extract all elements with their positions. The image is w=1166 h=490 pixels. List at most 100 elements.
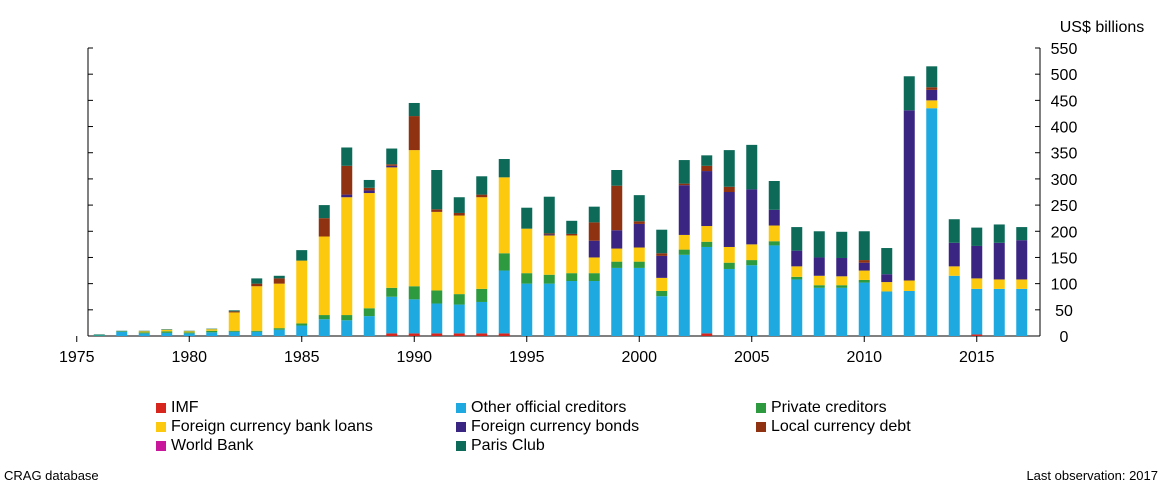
bar-private-creditors-1979	[161, 331, 173, 333]
bar-foreign-currency-bonds-1999	[611, 230, 623, 249]
bar-paris-club-2002	[678, 160, 690, 184]
bar-other-official-creditors-1991	[431, 303, 443, 334]
bar-foreign-currency-bank-loans-2012	[903, 280, 915, 291]
bar-other-official-creditors-1980	[183, 333, 195, 336]
bar-foreign-currency-bank-loans-1993	[476, 197, 488, 289]
bar-paris-club-1982	[228, 310, 240, 312]
bar-other-official-creditors-2009	[836, 287, 848, 336]
bar-paris-club-1989	[386, 148, 398, 165]
bar-paris-club-1983	[251, 278, 263, 284]
bar-private-creditors-1983	[251, 330, 263, 332]
y-tick-label: 350	[1051, 146, 1078, 163]
bar-other-official-creditors-1994	[498, 270, 510, 334]
bar-private-creditors-1986	[318, 315, 330, 320]
bar-other-official-creditors-2011	[881, 291, 893, 336]
bar-other-official-creditors-2000	[633, 267, 645, 336]
legend-label: Local currency debt	[771, 418, 911, 435]
y-tick-label: 450	[1051, 93, 1078, 110]
bar-paris-club-2009	[836, 231, 848, 258]
legend: IMF Other official creditors Private credi…	[156, 399, 956, 455]
legend-swatch	[756, 403, 766, 413]
bar-foreign-currency-bank-loans-1980	[183, 331, 195, 333]
bar-private-creditors-1985	[296, 323, 308, 326]
bar-private-creditors-1997	[566, 273, 578, 282]
bar-local-currency-debt-2000	[633, 221, 645, 224]
bar-local-currency-debt-1984	[273, 278, 285, 284]
bar-local-currency-debt-1996	[543, 233, 555, 235]
bar-foreign-currency-bonds-2011	[881, 274, 893, 283]
bars	[93, 66, 1028, 336]
legend-item-private-creditors: Private creditors	[756, 399, 956, 417]
bar-private-creditors-1990	[408, 286, 420, 300]
bar-private-creditors-2008	[813, 285, 825, 288]
bar-private-creditors-1976	[93, 334, 105, 336]
bar-local-currency-debt-1997	[566, 233, 578, 236]
bar-foreign-currency-bank-loans-1987	[341, 197, 353, 316]
legend-swatch	[756, 422, 766, 432]
bar-foreign-currency-bank-loans-1984	[273, 283, 285, 329]
bar-paris-club-1997	[566, 220, 578, 234]
x-tick-label: 2005	[734, 349, 770, 366]
bar-paris-club-2004	[723, 150, 735, 187]
bar-foreign-currency-bank-loans-1988	[363, 193, 375, 309]
bar-other-official-creditors-2012	[903, 290, 915, 336]
y-tick-label: 0	[1060, 329, 1069, 346]
bar-paris-club-2010	[858, 231, 870, 261]
bar-paris-club-2008	[813, 231, 825, 258]
bar-other-official-creditors-1997	[566, 281, 578, 336]
bar-foreign-currency-bank-loans-1991	[431, 211, 443, 291]
y-tick-label: 50	[1055, 303, 1073, 320]
bar-private-creditors-2010	[858, 279, 870, 283]
bar-local-currency-debt-1982	[228, 311, 240, 313]
y-tick-label: 300	[1051, 172, 1078, 189]
bar-paris-club-2015	[971, 227, 983, 246]
bar-foreign-currency-bonds-2003	[701, 171, 713, 227]
bar-foreign-currency-bank-loans-2008	[813, 275, 825, 286]
bar-foreign-currency-bonds-2014	[948, 242, 960, 267]
bar-other-official-creditors-2006	[768, 245, 780, 336]
bar-local-currency-debt-1989	[386, 164, 398, 166]
bar-foreign-currency-bonds-2007	[791, 250, 803, 267]
bar-foreign-currency-bank-loans-2004	[723, 246, 735, 263]
bar-paris-club-2006	[768, 181, 780, 210]
bar-foreign-currency-bank-loans-1995	[521, 228, 533, 274]
bar-local-currency-debt-1991	[431, 209, 443, 212]
bar-paris-club-2016	[993, 224, 1005, 243]
bar-foreign-currency-bank-loans-1979	[161, 329, 173, 332]
bar-paris-club-2005	[746, 144, 758, 190]
bar-local-currency-debt-1983	[251, 283, 263, 287]
bar-paris-club-2011	[881, 248, 893, 275]
bar-foreign-currency-bank-loans-1999	[611, 248, 623, 262]
legend-swatch	[456, 403, 466, 413]
bar-private-creditors-1987	[341, 315, 353, 321]
bar-private-creditors-1995	[521, 273, 533, 284]
bar-imf-1991	[431, 333, 443, 336]
bar-private-creditors-1984	[273, 328, 285, 330]
bar-local-currency-debt-1988	[363, 187, 375, 191]
bar-private-creditors-2006	[768, 241, 780, 246]
bar-paris-club-2000	[633, 195, 645, 222]
legend-label: Foreign currency bonds	[471, 418, 640, 435]
bar-foreign-currency-bank-loans-1994	[498, 177, 510, 254]
bar-local-currency-debt-1987	[341, 165, 353, 195]
bar-foreign-currency-bonds-2005	[746, 189, 758, 245]
bar-private-creditors-1999	[611, 261, 623, 268]
bar-foreign-currency-bonds-1988	[363, 190, 375, 194]
bar-other-official-creditors-1985	[296, 325, 308, 336]
bar-foreign-currency-bank-loans-2003	[701, 226, 713, 242]
bar-paris-club-1979	[161, 329, 173, 330]
bar-other-official-creditors-2010	[858, 282, 870, 336]
bar-foreign-currency-bank-loans-2016	[993, 279, 1005, 289]
x-tick-label: 1975	[59, 349, 95, 366]
bar-private-creditors-1994	[498, 253, 510, 271]
bar-foreign-currency-bonds-1998	[588, 240, 600, 258]
bar-paris-club-1981	[206, 328, 218, 330]
bar-other-official-creditors-1990	[408, 299, 420, 334]
bar-foreign-currency-bank-loans-2009	[836, 276, 848, 286]
bar-other-official-creditors-1988	[363, 316, 375, 336]
bar-paris-club-2007	[791, 227, 803, 251]
bar-imf-1994	[498, 333, 510, 336]
bar-local-currency-debt-2010	[858, 260, 870, 263]
y-tick-label: 400	[1051, 120, 1078, 137]
bar-other-official-creditors-1989	[386, 296, 398, 334]
